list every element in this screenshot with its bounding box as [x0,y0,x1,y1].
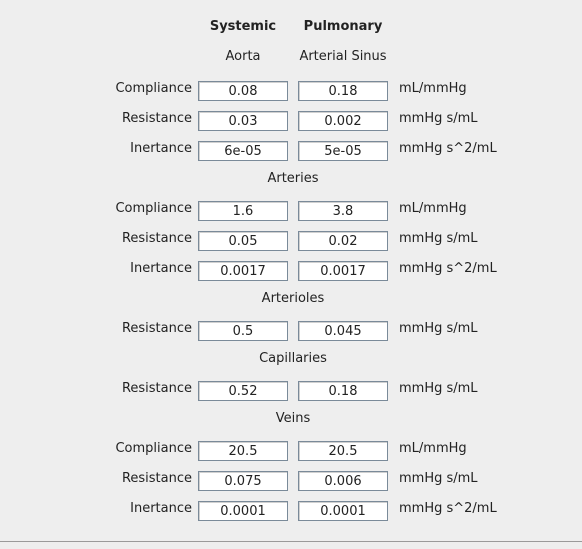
arteries-resistance-pulmonary-input[interactable] [298,231,388,251]
veins-compliance-label: Compliance [115,441,192,456]
capillaries-resistance-systemic-input[interactable] [198,381,288,401]
systemic-header: Systemic [209,19,277,34]
capillaries-resistance-pulmonary-input[interactable] [298,381,388,401]
aorta-inertance-label: Inertance [130,141,192,156]
arterioles-resistance-pulmonary-input[interactable] [298,321,388,341]
arteries-inertance-systemic-input[interactable] [198,261,288,281]
veins-resistance-systemic-input[interactable] [198,471,288,491]
arterioles-resistance-unit: mmHg s/mL [399,321,478,336]
arteries-resistance-unit: mmHg s/mL [399,231,478,246]
arteries-compliance-pulmonary-input[interactable] [298,201,388,221]
capillaries-resistance-unit: mmHg s/mL [399,381,478,396]
aorta-resistance-pulmonary-input[interactable] [298,111,388,131]
section-capillaries: Capillaries [259,351,327,366]
bottom-divider [0,541,582,542]
capillaries-resistance-label: Resistance [121,381,192,396]
veins-inertance-pulmonary-input[interactable] [298,501,388,521]
arteries-compliance-systemic-input[interactable] [198,201,288,221]
section-arterioles: Arterioles [261,291,325,306]
aorta-inertance-systemic-input[interactable] [198,141,288,161]
aorta-inertance-unit: mmHg s^2/mL [399,141,497,156]
veins-resistance-unit: mmHg s/mL [399,471,478,486]
pulmonary-header: Pulmonary [303,19,383,34]
veins-compliance-pulmonary-input[interactable] [298,441,388,461]
arteries-inertance-label: Inertance [130,261,192,276]
aorta-resistance-systemic-input[interactable] [198,111,288,131]
aorta-resistance-unit: mmHg s/mL [399,111,478,126]
section-veins: Veins [275,411,311,426]
arteries-inertance-pulmonary-input[interactable] [298,261,388,281]
arterioles-resistance-label: Resistance [121,321,192,336]
veins-compliance-unit: mL/mmHg [399,441,467,456]
aorta-inertance-pulmonary-input[interactable] [298,141,388,161]
aorta-compliance-systemic-input[interactable] [198,81,288,101]
arteries-compliance-unit: mL/mmHg [399,201,467,216]
arteries-inertance-unit: mmHg s^2/mL [399,261,497,276]
veins-inertance-unit: mmHg s^2/mL [399,501,497,516]
section-arteries: Arteries [267,171,319,186]
veins-resistance-pulmonary-input[interactable] [298,471,388,491]
arteries-resistance-label: Resistance [121,231,192,246]
pulmonary-subheader-arterial-sinus: Arterial Sinus [299,49,387,64]
aorta-resistance-label: Resistance [121,111,192,126]
aorta-compliance-pulmonary-input[interactable] [298,81,388,101]
aorta-compliance-unit: mL/mmHg [399,81,467,96]
veins-inertance-label: Inertance [130,501,192,516]
veins-inertance-systemic-input[interactable] [198,501,288,521]
arterioles-resistance-systemic-input[interactable] [198,321,288,341]
arteries-compliance-label: Compliance [115,201,192,216]
veins-resistance-label: Resistance [121,471,192,486]
aorta-compliance-label: Compliance [115,81,192,96]
veins-compliance-systemic-input[interactable] [198,441,288,461]
systemic-subheader-aorta: Aorta [225,49,261,64]
arteries-resistance-systemic-input[interactable] [198,231,288,251]
